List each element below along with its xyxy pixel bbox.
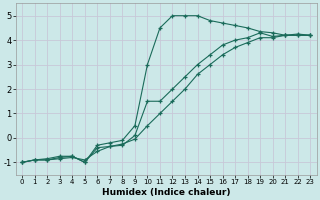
X-axis label: Humidex (Indice chaleur): Humidex (Indice chaleur) — [102, 188, 230, 197]
